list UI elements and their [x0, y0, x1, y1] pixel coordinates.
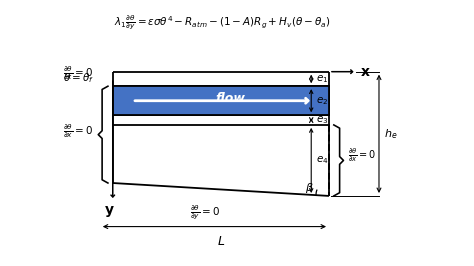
Text: $\frac{\partial\theta}{\partial y} = 0$: $\frac{\partial\theta}{\partial y} = 0$ [190, 204, 220, 222]
Text: $\frac{\partial\theta}{\partial x} = 0$: $\frac{\partial\theta}{\partial x} = 0$ [63, 64, 93, 82]
Text: $\lambda_1 \frac{\partial\theta}{\partial y} = \varepsilon\sigma\theta^4 - R_{at: $\lambda_1 \frac{\partial\theta}{\partia… [114, 14, 331, 32]
Text: $e_4$: $e_4$ [316, 155, 328, 166]
Text: $h_e$: $h_e$ [384, 127, 397, 141]
Text: $\mathbf{x}$: $\mathbf{x}$ [360, 65, 370, 79]
Text: flow: flow [216, 92, 246, 105]
Text: $\frac{\partial\theta}{\partial x} = 0$: $\frac{\partial\theta}{\partial x} = 0$ [63, 123, 93, 140]
Text: $L$: $L$ [217, 235, 225, 248]
Polygon shape [113, 86, 329, 115]
Text: $e_3$: $e_3$ [316, 114, 328, 126]
Text: $e_1$: $e_1$ [316, 73, 328, 85]
Text: $\frac{\partial\theta}{\partial x} = 0$: $\frac{\partial\theta}{\partial x} = 0$ [348, 147, 377, 164]
Text: $e_2$: $e_2$ [316, 95, 328, 107]
Text: $\beta$: $\beta$ [305, 181, 314, 195]
Text: $\theta = \theta_f$: $\theta = \theta_f$ [63, 71, 94, 85]
Text: $\mathbf{y}$: $\mathbf{y}$ [104, 204, 115, 219]
